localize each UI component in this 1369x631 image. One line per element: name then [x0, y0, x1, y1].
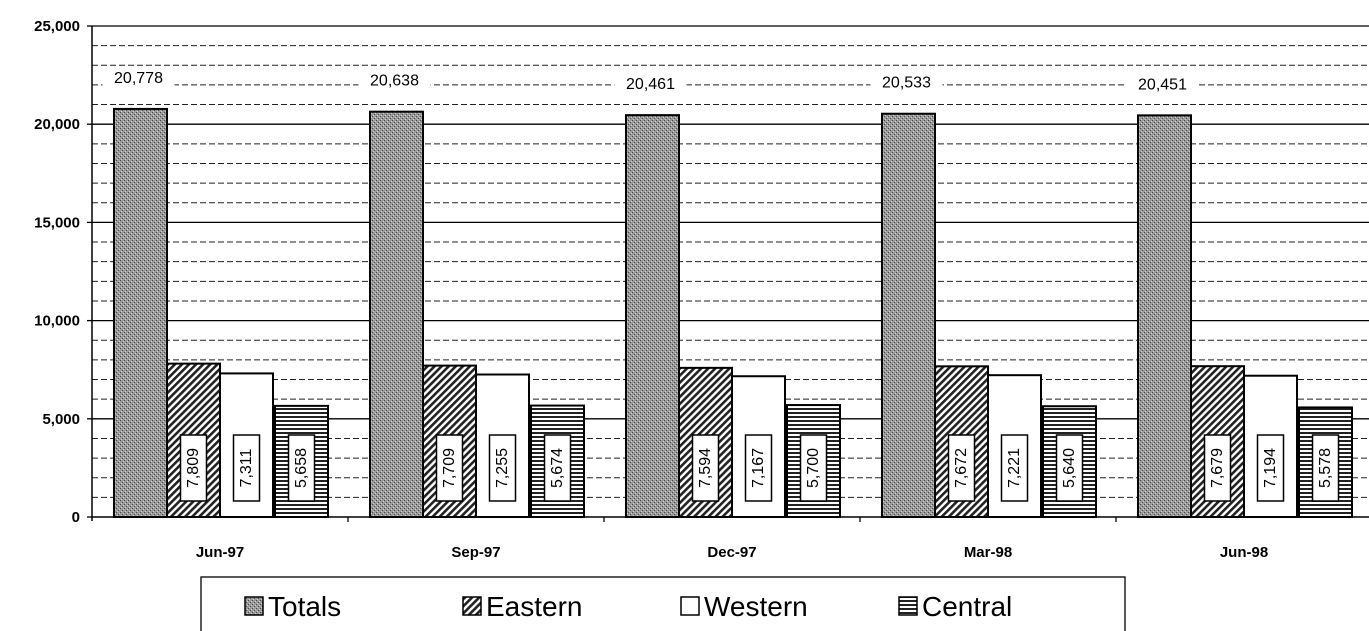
data-label-box [358, 70, 431, 93]
y-tick-label: 0 [72, 509, 80, 526]
bar-totals [1137, 114, 1192, 519]
data-label-box [1203, 434, 1232, 502]
data-label-box [287, 434, 316, 502]
legend-label-eastern: Eastern [486, 591, 583, 622]
category-label: Jun-98 [1220, 544, 1268, 561]
data-label-box [614, 74, 687, 97]
data-label-western: 7,194 [1262, 448, 1279, 488]
data-label-eastern: 7,709 [441, 448, 458, 488]
legend: Totals Eastern Western Central [200, 576, 1126, 631]
data-label-box [691, 434, 720, 502]
data-label-western: 7,221 [1006, 448, 1023, 488]
bar-totals [625, 114, 680, 518]
data-label-box [102, 67, 175, 90]
data-label-box [488, 434, 517, 502]
data-label-box [435, 434, 464, 502]
legend-label-totals: Totals [268, 591, 341, 622]
data-label-box [1311, 434, 1340, 502]
data-label-central: 5,658 [293, 448, 310, 488]
y-tick-label: 15,000 [34, 214, 80, 231]
data-label-box [1126, 74, 1199, 97]
data-label-totals: 20,461 [626, 76, 675, 93]
data-label-box [1055, 434, 1084, 502]
legend-swatch-western [680, 596, 700, 616]
legend-swatch-eastern [462, 596, 482, 616]
data-label-totals: 20,451 [1138, 76, 1187, 93]
data-label-box [1256, 434, 1285, 502]
category-label: Dec-97 [707, 544, 756, 561]
data-label-western: 7,167 [750, 448, 767, 488]
data-label-box [1000, 434, 1029, 502]
data-label-western: 7,311 [238, 448, 255, 487]
legend-label-central: Central [922, 591, 1012, 622]
data-label-eastern: 7,679 [1209, 448, 1226, 488]
data-label-box [543, 434, 572, 502]
bar-totals [881, 112, 936, 519]
y-tick-label: 25,000 [34, 18, 80, 35]
data-label-box [232, 434, 261, 502]
legend-box [200, 576, 1126, 631]
legend-label-western: Western [704, 591, 808, 622]
bar-totals [369, 110, 424, 518]
data-label-eastern: 7,809 [185, 448, 202, 488]
y-tick-label: 10,000 [34, 313, 80, 330]
data-label-box [799, 434, 828, 502]
data-label-western: 7,255 [494, 448, 511, 488]
data-label-box [870, 72, 943, 95]
data-label-totals: 20,638 [370, 73, 419, 90]
y-tick-label: 20,000 [34, 116, 80, 133]
data-label-eastern: 7,594 [697, 448, 714, 488]
legend-swatch-central [898, 596, 918, 616]
data-label-central: 5,674 [549, 448, 566, 488]
data-label-box [179, 434, 208, 502]
data-labels: 20,778 7,809 7,311 5,658 20,638 7,709 7,255 5,6… [102, 67, 1340, 502]
data-label-central: 5,578 [1317, 448, 1334, 488]
category-label: Mar-98 [964, 544, 1012, 561]
data-label-totals: 20,533 [882, 75, 931, 92]
legend-swatch-totals [244, 596, 264, 616]
data-label-central: 5,700 [805, 448, 822, 488]
data-label-box [947, 434, 976, 502]
data-label-totals: 20,778 [114, 70, 163, 87]
data-label-eastern: 7,672 [953, 448, 970, 488]
bar-totals [113, 107, 168, 519]
bars [113, 107, 1353, 519]
category-label: Jun-97 [196, 544, 244, 561]
y-tick-label: 5,000 [42, 411, 80, 428]
category-label: Sep-97 [451, 544, 500, 561]
data-label-box [744, 434, 773, 502]
data-label-central: 5,640 [1061, 448, 1078, 488]
